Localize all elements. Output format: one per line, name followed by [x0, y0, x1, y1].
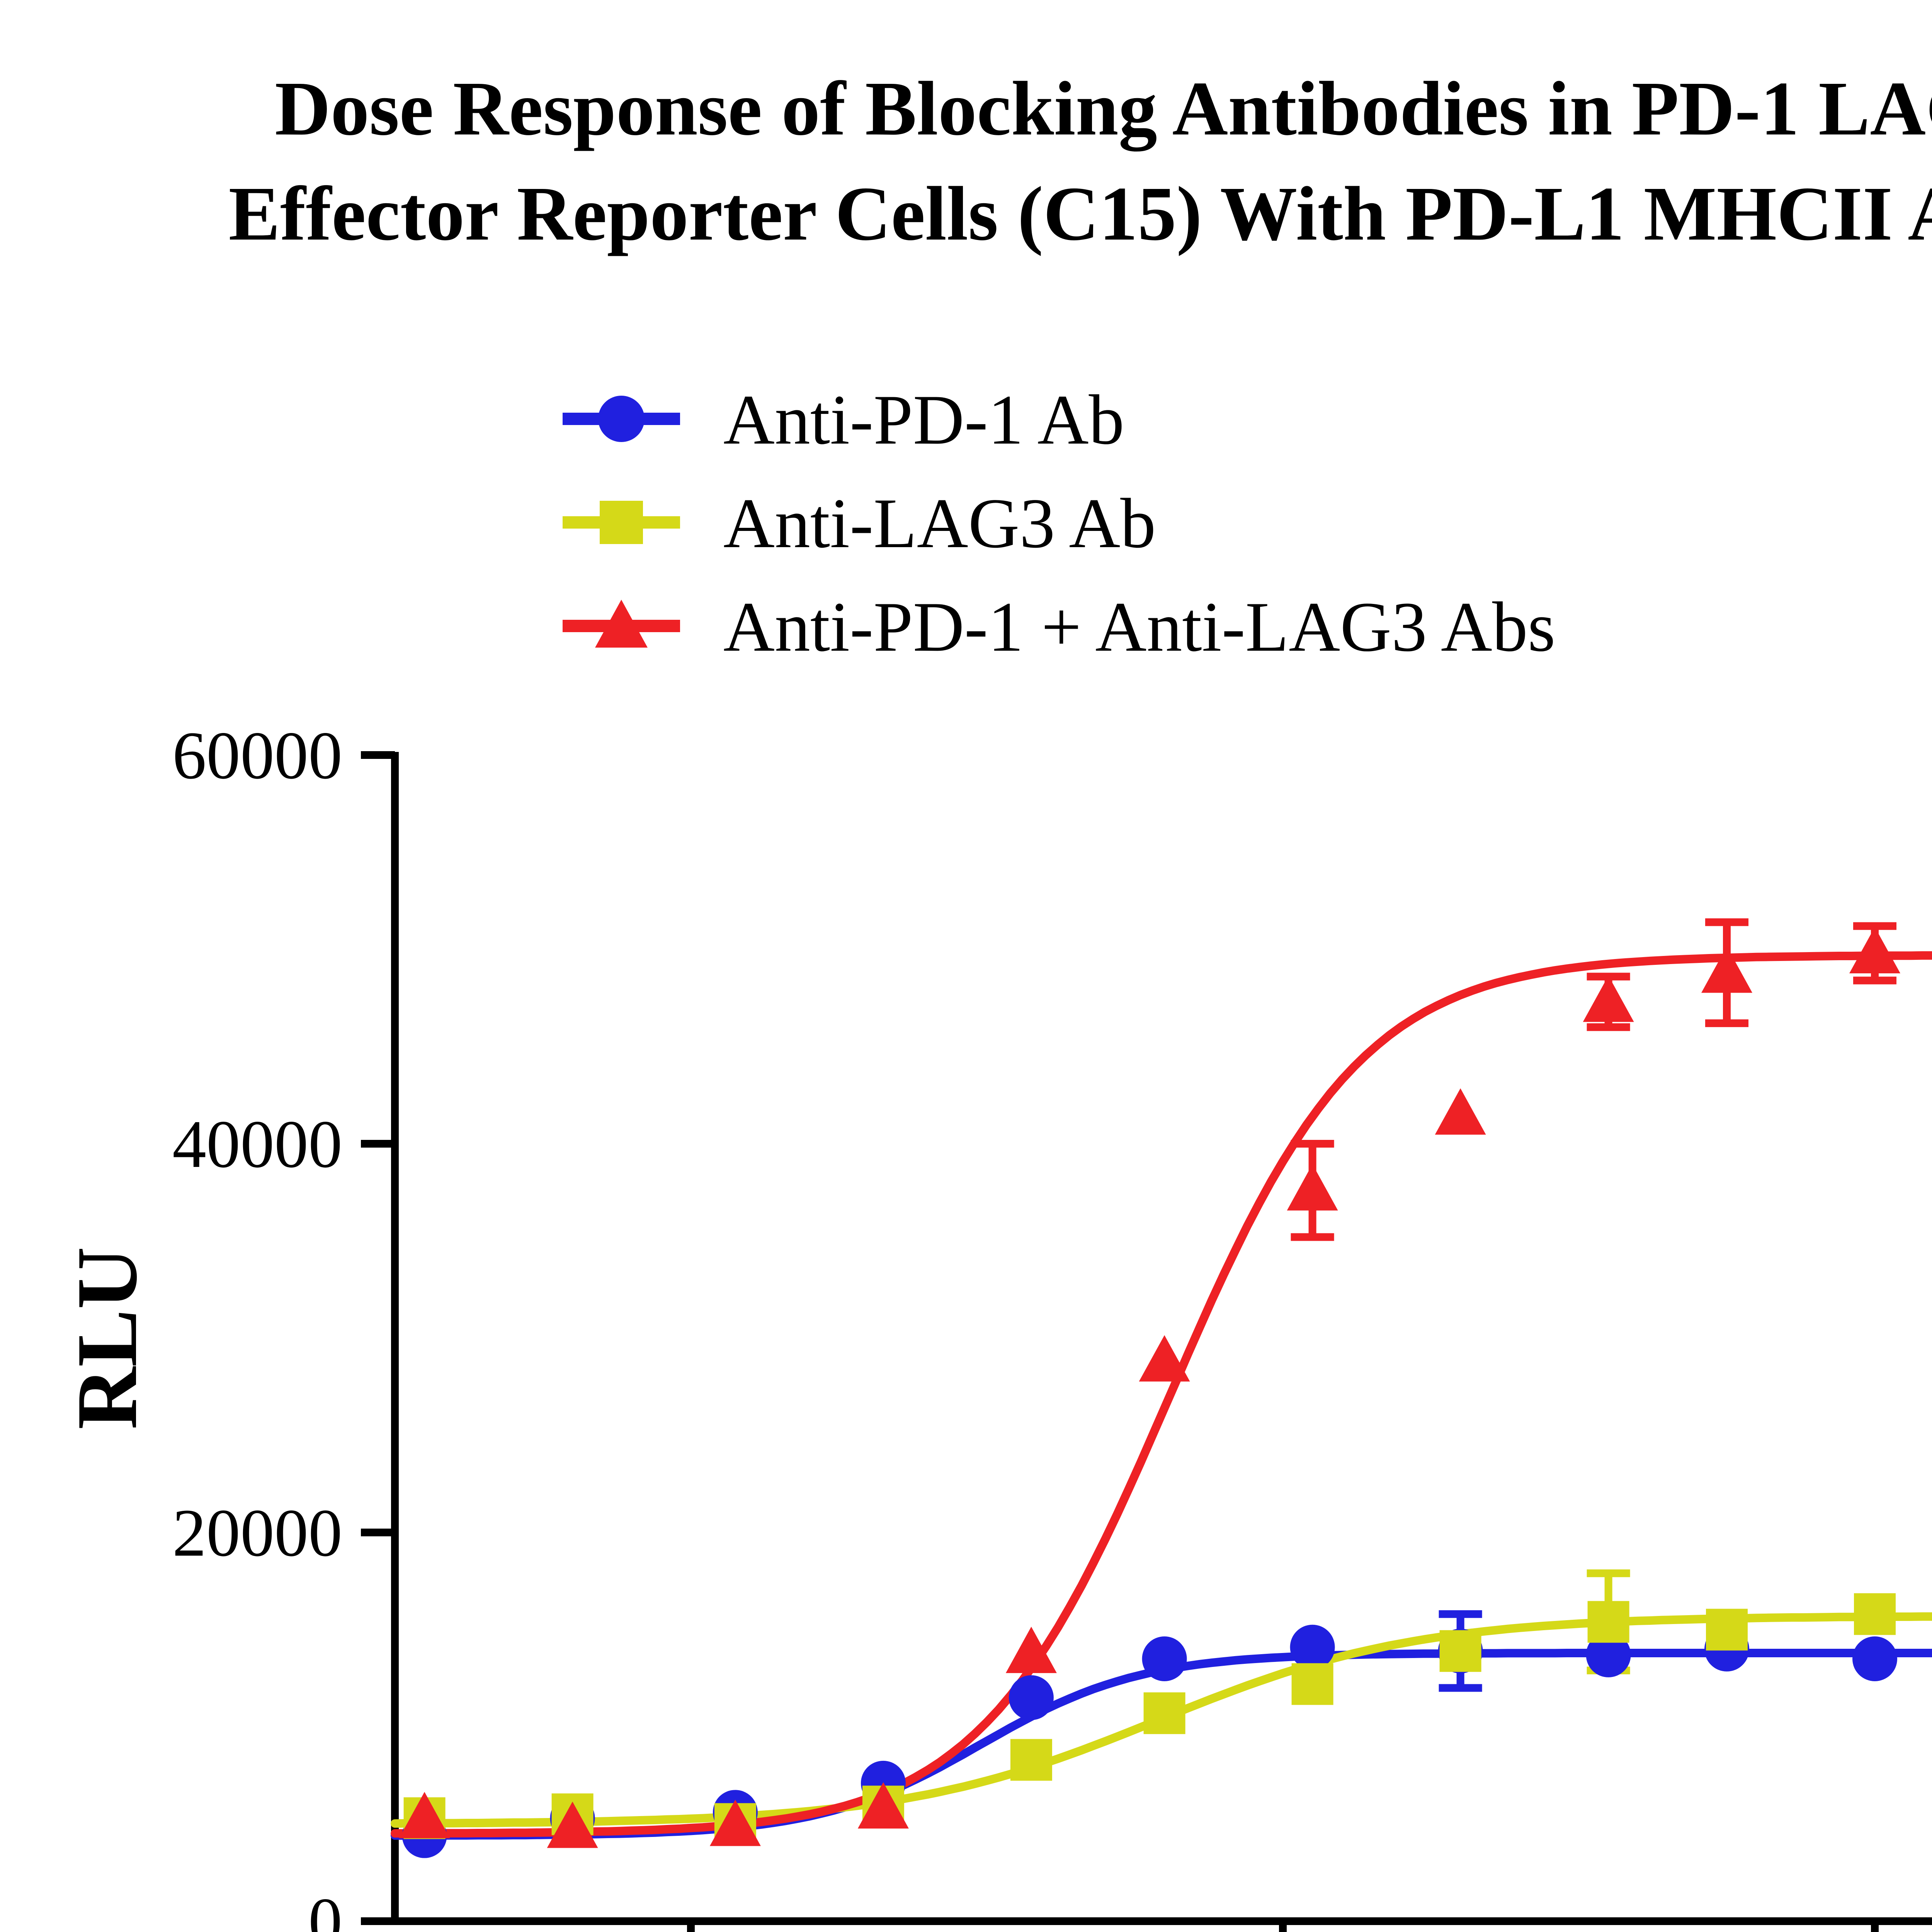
data-point-anti-pd-1-ab — [1142, 1636, 1187, 1681]
data-point-anti-lag3-ab — [1010, 1739, 1052, 1781]
legend-item-anti-pd-1-ab: Anti-PD-1 Ab — [556, 379, 1555, 458]
curve-anti-pd-1-anti-lag3-abs — [391, 951, 1932, 1838]
chart-title-line2: Effector Reporter Cells (C15) With PD-L1… — [228, 170, 1932, 257]
circle-marker-icon — [598, 396, 645, 442]
legend-item-anti-pd-1-anti-lag3-abs: Anti-PD-1 + Anti-LAG3 Abs — [556, 587, 1555, 665]
y-tick-label: 40000 — [172, 1107, 342, 1182]
curve-anti-lag3-ab — [391, 1612, 1932, 1828]
data-point-anti-lag3-ab — [1291, 1663, 1333, 1705]
data-point-anti-pd-1-anti-lag3-abs — [1701, 946, 1752, 993]
legend-label-anti-pd-1-anti-lag3-abs: Anti-PD-1 + Anti-LAG3 Abs — [723, 587, 1556, 665]
legend-label-anti-lag3-ab: Anti-LAG3 Ab — [723, 483, 1156, 562]
chart-title: Dose Response of Blocking Antibodies in … — [0, 56, 1932, 266]
legend-marker-square — [563, 501, 680, 544]
data-point-anti-pd-1-anti-lag3-abs — [547, 1801, 598, 1848]
data-point-anti-pd-1-ab — [1290, 1624, 1335, 1670]
legend-item-anti-lag3-ab: Anti-LAG3 Ab — [556, 483, 1555, 562]
legend-label-anti-pd-1-ab: Anti-PD-1 Ab — [723, 379, 1124, 458]
square-marker-icon — [600, 501, 643, 544]
legend-marker-triangle — [563, 600, 680, 648]
data-point-anti-pd-1-ab — [1852, 1636, 1897, 1681]
data-point-anti-pd-1-anti-lag3-abs — [1287, 1164, 1338, 1211]
data-point-anti-lag3-ab — [1439, 1630, 1481, 1672]
data-point-anti-lag3-ab — [1706, 1609, 1748, 1651]
y-tick-label: 60000 — [172, 718, 342, 793]
chart-title-line1: Dose Response of Blocking Antibodies in … — [275, 65, 1932, 151]
data-point-anti-lag3-ab — [1143, 1692, 1185, 1734]
data-point-anti-pd-1-anti-lag3-abs — [1139, 1335, 1190, 1382]
data-point-anti-lag3-ab — [1587, 1601, 1629, 1643]
data-point-anti-pd-1-ab — [1586, 1632, 1631, 1677]
y-tick-label: 0 — [308, 1884, 342, 1932]
data-point-anti-pd-1-anti-lag3-abs — [399, 1792, 450, 1838]
data-point-anti-pd-1-anti-lag3-abs — [1435, 1088, 1486, 1135]
data-point-anti-pd-1-anti-lag3-abs — [709, 1799, 761, 1846]
data-point-anti-pd-1-anti-lag3-abs — [1849, 927, 1900, 974]
triangle-marker-icon — [595, 600, 648, 648]
data-point-anti-pd-1-anti-lag3-abs — [1005, 1626, 1057, 1673]
data-point-anti-pd-1-ab — [1009, 1675, 1054, 1720]
legend-marker-circle — [563, 396, 680, 442]
data-point-anti-lag3-ab — [1854, 1593, 1896, 1635]
data-point-anti-pd-1-anti-lag3-abs — [857, 1782, 909, 1829]
data-point-anti-pd-1-anti-lag3-abs — [1583, 975, 1634, 1022]
y-axis-label: RLU — [59, 1247, 155, 1430]
legend: Anti-PD-1 Ab Anti-LAG3 Ab Anti-PD-1 + An… — [556, 379, 1555, 694]
y-tick-label: 20000 — [172, 1495, 342, 1571]
